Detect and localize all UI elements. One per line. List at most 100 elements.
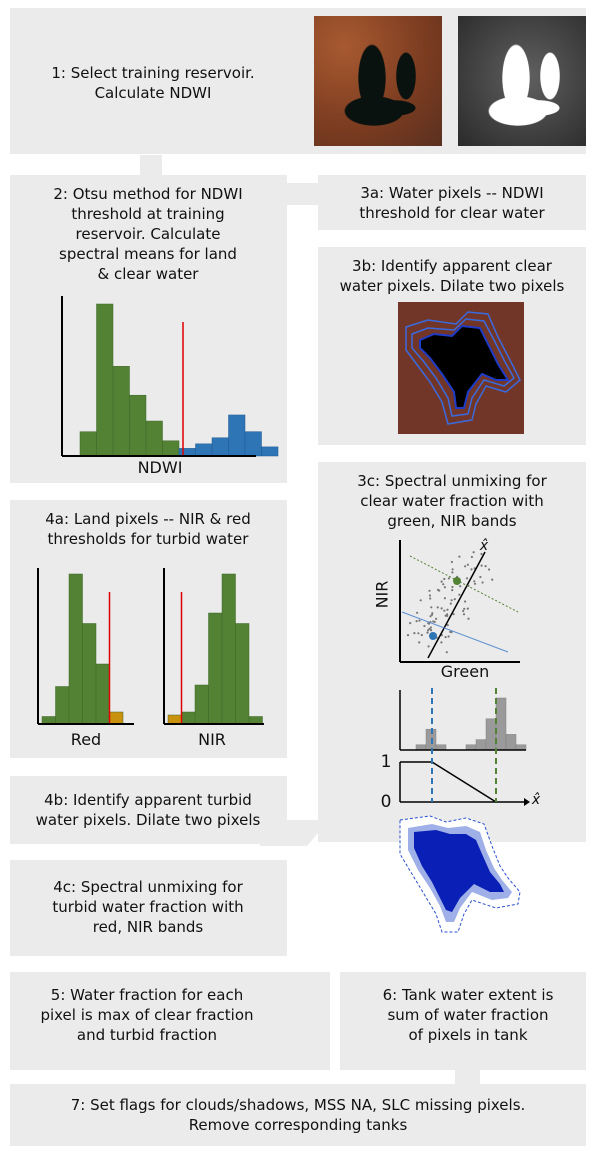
scatter-point bbox=[479, 575, 482, 579]
nir-xlabel: NIR bbox=[198, 730, 226, 749]
scatter-point bbox=[451, 589, 454, 592]
connector-1-2 bbox=[140, 155, 162, 175]
step-2-text: 2: Otsu method for NDWI threshold at tra… bbox=[53, 185, 243, 283]
step-6-box bbox=[340, 972, 586, 1070]
step-3c-box bbox=[318, 462, 586, 842]
x-hat-label-top: x̂ bbox=[479, 538, 489, 554]
scatter-point bbox=[462, 609, 465, 613]
ndwi-blue-bar bbox=[261, 446, 279, 457]
scatter-point bbox=[440, 580, 443, 583]
ndwi-green-bar bbox=[129, 394, 147, 457]
scatter-point bbox=[418, 641, 421, 644]
red-green-bar bbox=[41, 716, 56, 725]
step-3a-text: 3a: Water pixels -- NDWI threshold for c… bbox=[359, 184, 545, 222]
ndwi-xlabel: NDWI bbox=[137, 458, 183, 477]
scatter-point bbox=[430, 629, 433, 632]
ndwi-blue-bar bbox=[178, 448, 196, 457]
scatter-point bbox=[433, 620, 436, 623]
red-gold-bar bbox=[109, 711, 124, 725]
scatter-point bbox=[450, 560, 453, 564]
scatter-point bbox=[409, 622, 412, 625]
connector-2-3a bbox=[285, 183, 320, 205]
scatter-point bbox=[445, 651, 448, 654]
red-green-bar bbox=[82, 623, 97, 725]
scatter-point bbox=[453, 598, 456, 601]
step-7-box bbox=[10, 1084, 586, 1146]
ndwi-blue-bar bbox=[244, 431, 262, 457]
scatter-point bbox=[459, 585, 462, 588]
red-green-bar bbox=[55, 686, 70, 725]
scatter-ylabel: NIR bbox=[372, 580, 392, 609]
scatter-point bbox=[458, 555, 461, 558]
scatter-point bbox=[449, 602, 452, 605]
scatter-point bbox=[430, 613, 434, 616]
nir-histogram bbox=[163, 568, 264, 725]
ndwi-green-bar bbox=[96, 303, 114, 457]
scatter-point bbox=[451, 568, 454, 571]
nir-green-bar bbox=[235, 623, 250, 725]
clear-water-dilation-map bbox=[398, 302, 524, 434]
scatter-point bbox=[429, 597, 432, 600]
nir-green-bar bbox=[194, 684, 209, 725]
step-3b-text: 3b: Identify apparent clear water pixels… bbox=[339, 257, 565, 295]
nir-green-bar bbox=[248, 716, 263, 725]
red-xlabel: Red bbox=[70, 730, 102, 749]
scatter-point bbox=[427, 645, 430, 648]
step-4a-text: 4a: Land pixels -- NIR & red thresholds … bbox=[45, 510, 251, 548]
scatter-point bbox=[464, 565, 467, 568]
training-reservoir-ndwi-image bbox=[458, 16, 586, 146]
water-mean-point bbox=[453, 577, 461, 585]
scatter-point bbox=[428, 627, 431, 630]
scatter-point bbox=[438, 589, 441, 592]
scatter-point bbox=[462, 613, 466, 616]
scatter-point bbox=[473, 582, 477, 585]
scatter-xlabel: Green bbox=[440, 662, 490, 681]
scatter-point bbox=[418, 619, 421, 622]
scatter-point bbox=[447, 635, 450, 638]
step-4b-text: 4b: Identify apparent turbid water pixel… bbox=[35, 791, 261, 829]
step-4c-box bbox=[10, 860, 287, 956]
scatter-point bbox=[427, 622, 431, 625]
connector-6-7b bbox=[455, 1070, 480, 1084]
nir-green-bar bbox=[181, 711, 196, 725]
scatter-point bbox=[472, 551, 475, 554]
scatter-point bbox=[484, 565, 487, 568]
nir-gold-bar bbox=[167, 714, 182, 725]
step-3c-text: 3c: Spectral unmixing for clear water fr… bbox=[357, 472, 547, 530]
scatter-point bbox=[446, 608, 449, 611]
scatter-point bbox=[470, 555, 473, 559]
ndwi-green-bar bbox=[145, 420, 163, 457]
scatter-point bbox=[470, 568, 473, 571]
scatter-point bbox=[428, 594, 432, 597]
step-5-box bbox=[10, 972, 330, 1070]
scatter-point bbox=[450, 599, 453, 602]
ndwi-blue-bar bbox=[195, 443, 213, 457]
step-1-text: 1: Select training reservoir. Calculate … bbox=[51, 64, 255, 102]
step-6-text: 6: Tank water extent is sum of water fra… bbox=[382, 986, 554, 1044]
scatter-point bbox=[406, 634, 410, 637]
scatter-point bbox=[427, 629, 430, 632]
scatter-point bbox=[451, 571, 454, 574]
scatter-point bbox=[444, 636, 447, 639]
scatter-point bbox=[443, 577, 446, 581]
scatter-point bbox=[443, 609, 446, 612]
scatter-point bbox=[426, 631, 429, 634]
scatter-point bbox=[491, 578, 494, 581]
nir-green-bar bbox=[208, 612, 223, 725]
red-green-bar bbox=[95, 663, 110, 725]
scatter-point bbox=[416, 611, 419, 614]
scatter-point bbox=[467, 617, 470, 620]
scatter-point bbox=[466, 563, 469, 566]
x-hat-label-axis: x̂ bbox=[531, 792, 541, 808]
scatter-point bbox=[430, 606, 433, 609]
ndwi-blue-bar bbox=[211, 437, 229, 457]
red-green-bar bbox=[68, 573, 83, 725]
fraction-dashed-lines bbox=[431, 688, 497, 802]
scatter-point bbox=[419, 599, 422, 602]
scatter-point bbox=[465, 577, 469, 580]
training-reservoir-rgb-image bbox=[314, 16, 442, 146]
scatter-point bbox=[435, 617, 438, 620]
scatter-point bbox=[440, 641, 443, 644]
step-4b-box bbox=[10, 776, 287, 844]
green-nir-scatter bbox=[399, 540, 520, 663]
